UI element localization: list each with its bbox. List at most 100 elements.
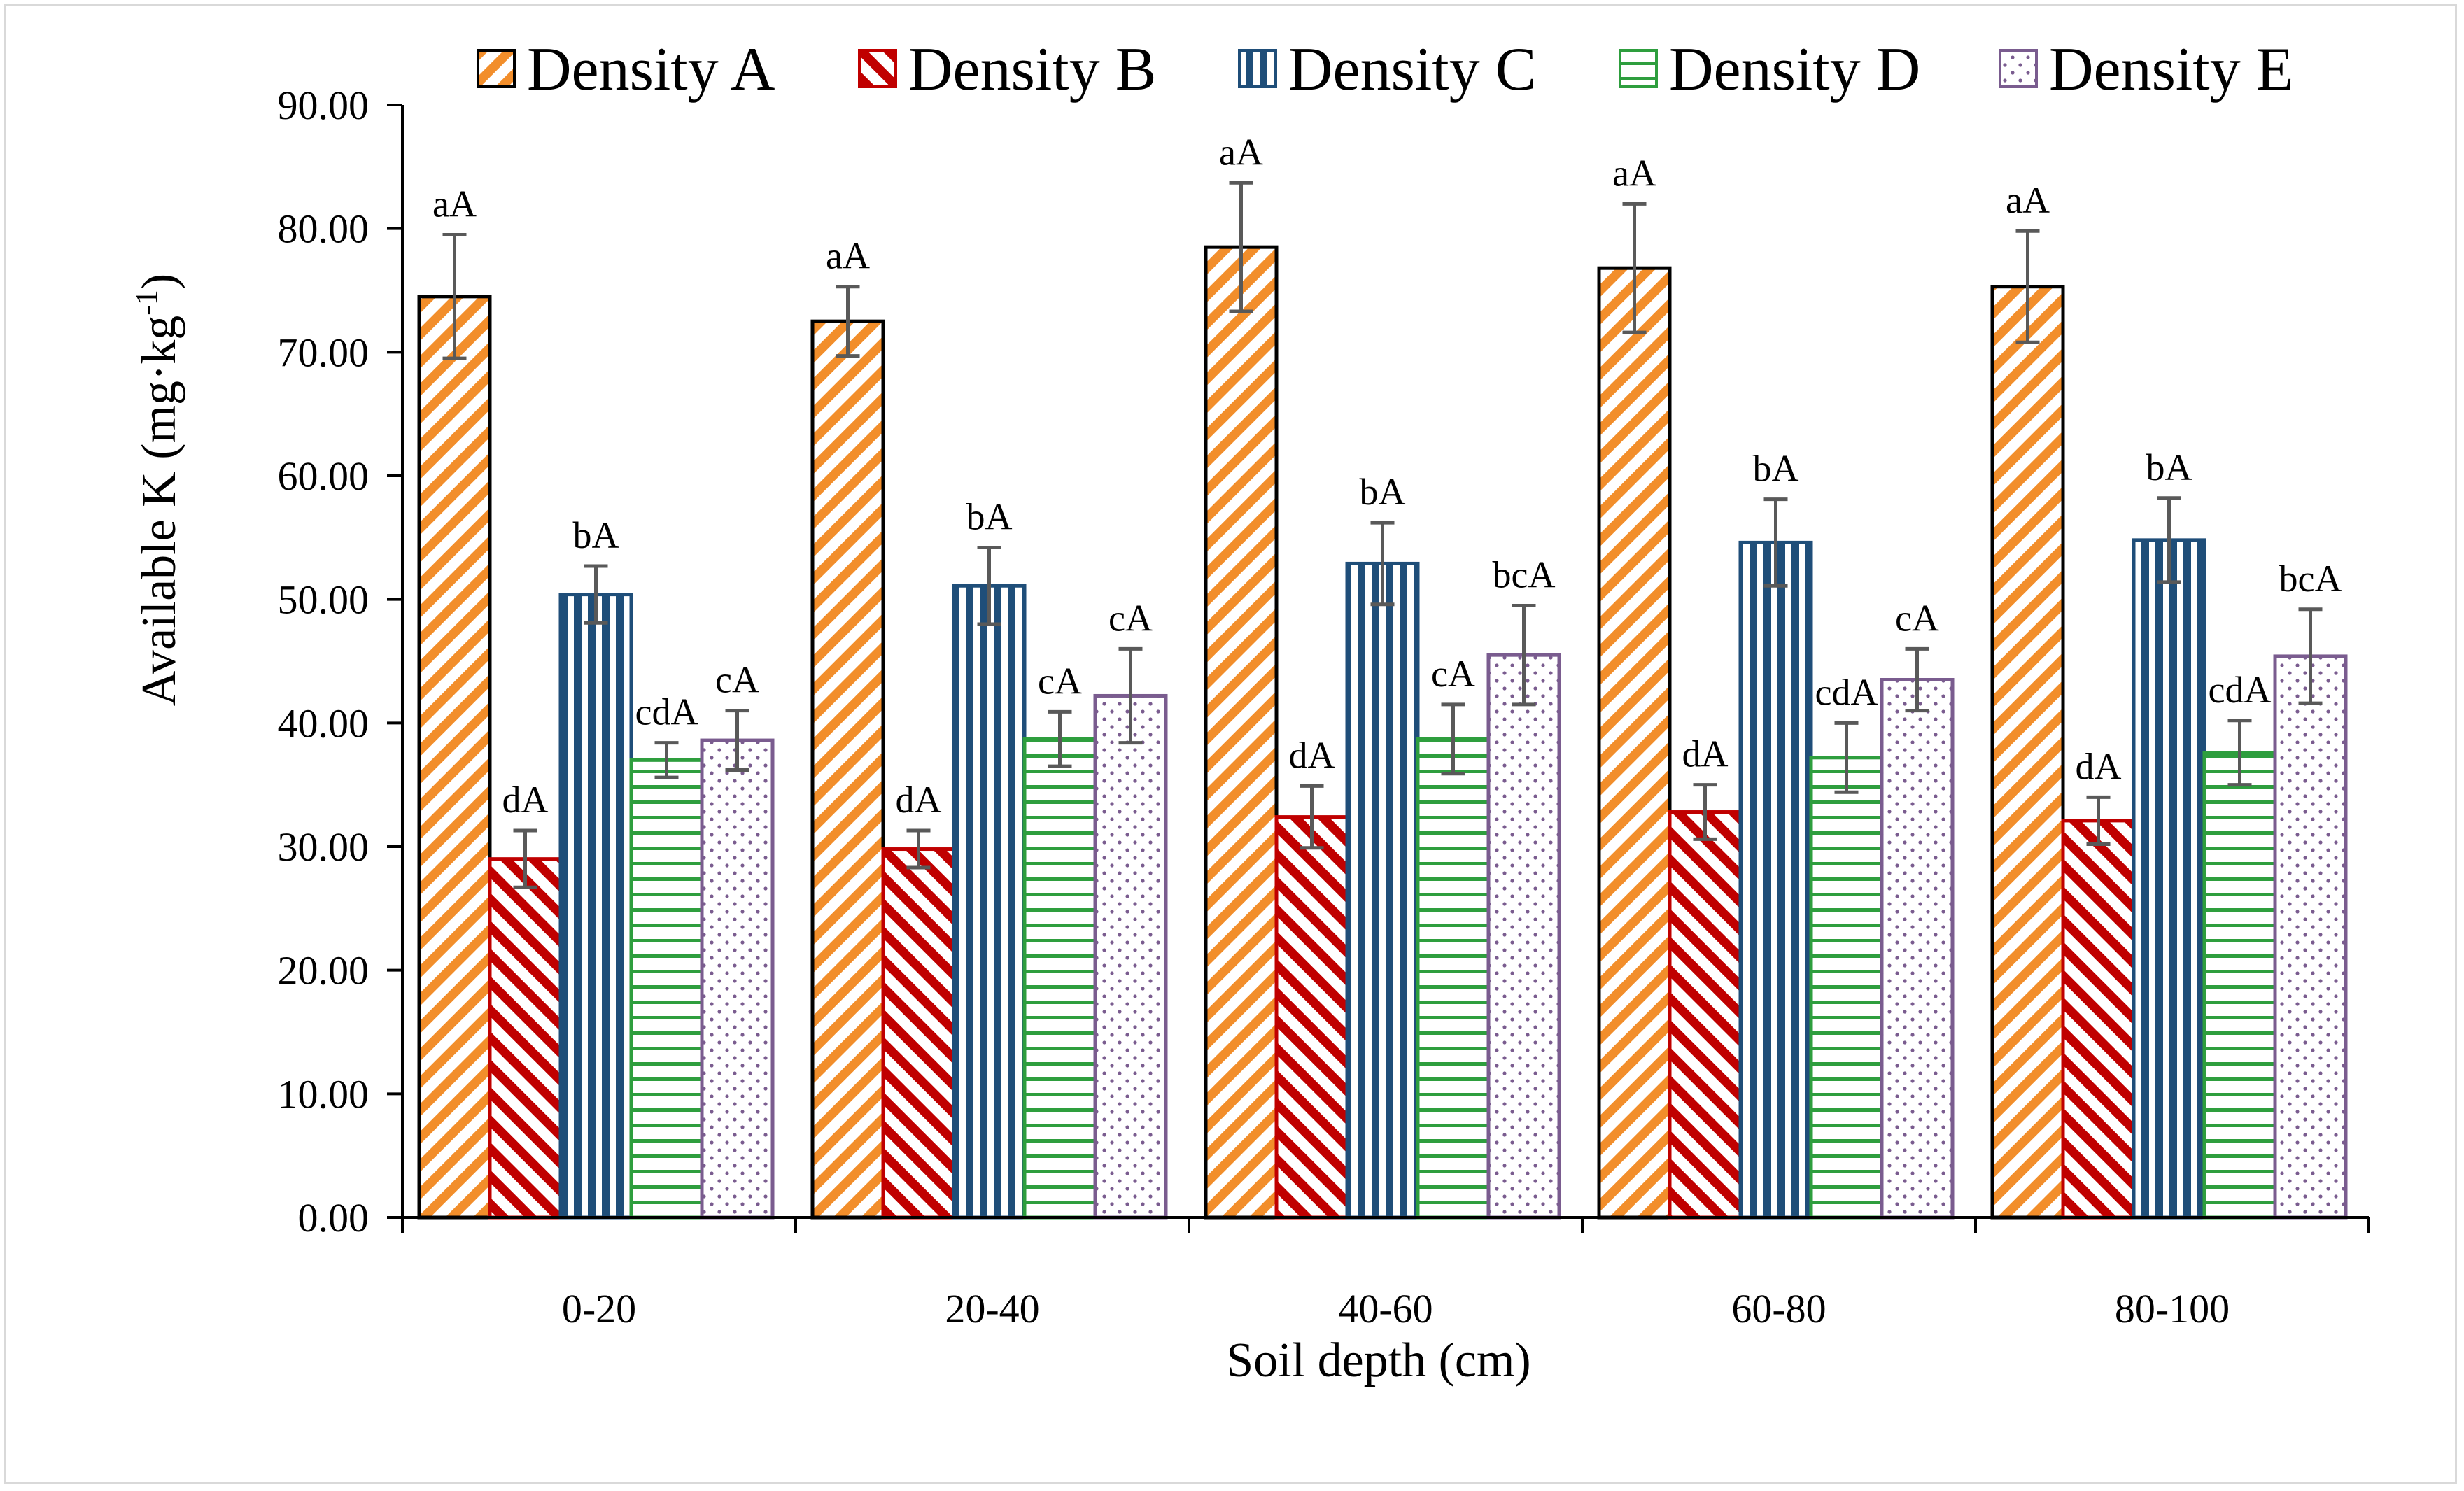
bar-density-a-40-60 xyxy=(1204,245,1279,1220)
x-axis: 0-20 20-40 40-60 60-80 80-100 xyxy=(401,1216,2370,1331)
bars xyxy=(417,245,2348,1220)
legend-item-density-b: Density B xyxy=(858,36,1156,104)
error-bar xyxy=(836,285,860,358)
significance-label: aA xyxy=(826,235,870,277)
legend-item-density-a: Density A xyxy=(477,36,775,104)
x-tick-label: 20-40 xyxy=(945,1286,1039,1331)
error-bar xyxy=(2157,496,2181,584)
bar-density-e-0-20 xyxy=(700,738,775,1220)
bar-density-e-80-100 xyxy=(2273,654,2348,1220)
significance-label: dA xyxy=(1682,733,1729,775)
bar-density-d-80-100 xyxy=(2202,751,2277,1220)
significance-label: cA xyxy=(1895,597,1939,639)
significance-label: cA xyxy=(715,659,759,701)
y-tick-label: 40.00 xyxy=(278,700,369,746)
bar-density-c-40-60 xyxy=(1345,561,1420,1220)
significance-label: bA xyxy=(1753,448,1799,490)
y-tick-label: 60.00 xyxy=(278,453,369,499)
bar-density-e-60-80 xyxy=(1880,678,1955,1220)
y-tick-label: 70.00 xyxy=(278,330,369,375)
legend: Density A Density B Density C Density D Dens… xyxy=(477,36,2294,104)
error-bar xyxy=(1300,784,1324,850)
bar-density-d-60-80 xyxy=(1809,756,1884,1220)
y-tick-label: 20.00 xyxy=(278,948,369,994)
error-bar xyxy=(1441,702,1465,776)
error-bar xyxy=(2015,229,2040,344)
significance-label: aA xyxy=(1612,152,1656,194)
bar-density-b-20-40 xyxy=(881,847,956,1220)
significance-label: bcA xyxy=(1493,554,1556,596)
legend-label: Density B xyxy=(908,36,1156,104)
significance-label: aA xyxy=(1219,131,1263,173)
error-bar xyxy=(513,828,537,889)
error-bar xyxy=(1229,181,1253,313)
significance-label: cA xyxy=(1038,660,1082,702)
legend-swatch xyxy=(1238,49,1277,88)
error-bar xyxy=(1905,646,1929,713)
bar-density-d-20-40 xyxy=(1022,737,1097,1220)
bar-density-c-0-20 xyxy=(558,593,633,1220)
bar-density-c-80-100 xyxy=(2132,538,2206,1220)
legend-label: Density E xyxy=(2049,36,2294,104)
bar-density-e-40-60 xyxy=(1486,653,1561,1220)
error-bar xyxy=(442,233,467,360)
error-bar xyxy=(1370,521,1395,607)
significance-label: cdA xyxy=(635,691,698,733)
error-bar xyxy=(2086,795,2111,846)
bar-density-c-60-80 xyxy=(1738,540,1813,1220)
y-axis: 0.00 10.00 20.00 30.00 40.00 50.00 60.00 70.00 8… xyxy=(278,83,404,1241)
bar-density-b-40-60 xyxy=(1274,815,1349,1220)
x-tick-label: 60-80 xyxy=(1731,1286,1826,1331)
significance-label: bcA xyxy=(2279,558,2342,600)
error-bar xyxy=(654,741,679,779)
x-tick-label: 80-100 xyxy=(2115,1286,2230,1331)
significance-label: aA xyxy=(432,183,477,225)
bar-density-a-80-100 xyxy=(1990,285,2065,1220)
significance-label: bA xyxy=(1360,471,1406,513)
significance-label: cA xyxy=(1108,597,1153,639)
y-tick-label: 30.00 xyxy=(278,824,369,870)
error-bar xyxy=(1693,783,1717,841)
y-tick-label: 50.00 xyxy=(278,577,369,623)
error-bar xyxy=(1763,497,1788,588)
legend-item-density-c: Density C xyxy=(1238,36,1536,104)
bar-density-c-20-40 xyxy=(952,584,1027,1220)
legend-label: Density A xyxy=(527,36,775,104)
bar-density-a-0-20 xyxy=(417,295,492,1220)
y-axis-title: Available K (mg·kg-1) xyxy=(129,274,186,707)
significance-label: aA xyxy=(2006,179,2050,221)
y-tick-label: 0.00 xyxy=(298,1195,369,1241)
significance-label: bA xyxy=(966,495,1013,537)
error-bar xyxy=(2227,719,2252,787)
y-tick-label: 90.00 xyxy=(278,83,369,128)
significance-label: cdA xyxy=(1815,671,1878,713)
x-tick-label: 0-20 xyxy=(562,1286,636,1331)
bar-density-e-20-40 xyxy=(1093,693,1168,1220)
x-tick-label: 40-60 xyxy=(1338,1286,1432,1331)
x-axis-title: Soil depth (cm) xyxy=(1226,1334,1530,1387)
significance-label: cA xyxy=(1431,653,1475,695)
legend-swatch xyxy=(1999,49,2038,88)
error-bar xyxy=(2298,607,2323,705)
error-bar xyxy=(906,828,931,870)
legend-label: Density C xyxy=(1288,36,1536,104)
legend-label: Density D xyxy=(1669,36,1920,104)
error-bar xyxy=(725,709,749,772)
significance-label: cdA xyxy=(2209,669,2272,711)
error-bar xyxy=(1048,709,1072,768)
bar-density-d-0-20 xyxy=(629,758,704,1220)
error-bar xyxy=(977,545,1001,626)
significance-label: bA xyxy=(2146,446,2192,488)
bar-density-a-20-40 xyxy=(810,319,885,1220)
bar-density-a-60-80 xyxy=(1597,266,1672,1220)
y-tick-label: 10.00 xyxy=(278,1071,369,1117)
error-bar xyxy=(1118,646,1143,745)
error-bar xyxy=(1512,604,1536,707)
significance-label: dA xyxy=(896,779,942,821)
legend-item-density-d: Density D xyxy=(1619,36,1920,104)
bar-density-d-40-60 xyxy=(1416,737,1491,1220)
legend-item-density-e: Density E xyxy=(1999,36,2294,104)
significance-label: dA xyxy=(2076,745,2122,787)
error-bar xyxy=(1834,721,1859,794)
bar-density-b-80-100 xyxy=(2061,819,2136,1220)
